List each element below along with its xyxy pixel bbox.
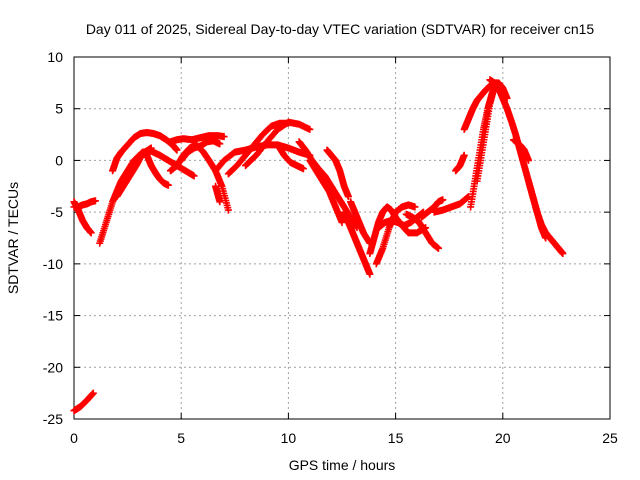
data-series-arc-18 xyxy=(323,146,352,201)
data-series-arc-26 xyxy=(430,193,472,216)
data-series-arc-6 xyxy=(113,144,155,201)
data-series-arc-19 xyxy=(340,208,374,278)
x-tick-label: 0 xyxy=(70,430,78,446)
data-series-arc-7 xyxy=(143,151,172,189)
data-series-arc-33 xyxy=(525,177,550,242)
x-tick-label: 5 xyxy=(177,430,185,446)
y-tick-label: -25 xyxy=(43,411,63,427)
y-tick-label: -5 xyxy=(51,204,64,220)
data-series-arc-11 xyxy=(212,182,224,206)
y-tick-label: 10 xyxy=(47,49,63,65)
y-tick-label: -10 xyxy=(43,256,63,272)
data-series-arc-17 xyxy=(306,156,346,226)
y-tick-label: -15 xyxy=(43,308,63,324)
data-series-arc-32 xyxy=(510,136,533,164)
x-tick-label: 10 xyxy=(281,430,297,446)
data-points xyxy=(70,76,567,415)
grid xyxy=(74,57,610,419)
data-series-arc-22 xyxy=(372,201,419,268)
data-series-arc-30 xyxy=(473,84,498,185)
data-series-arc-1 xyxy=(70,389,97,415)
chart-title: Day 011 of 2025, Sidereal Day-to-day VTE… xyxy=(86,21,595,37)
data-series-arc-20 xyxy=(347,198,374,247)
data-series-arc-25 xyxy=(417,196,447,221)
x-tick-label: 15 xyxy=(388,430,404,446)
x-tick-label: 20 xyxy=(495,430,511,446)
data-series-arc-27 xyxy=(452,151,468,175)
data-series-arc-14 xyxy=(242,118,314,170)
data-series-arc-31 xyxy=(486,76,567,258)
y-tick-label: -20 xyxy=(43,359,63,375)
data-series-arc-10 xyxy=(177,137,224,164)
x-axis-label: GPS time / hours xyxy=(289,457,396,473)
x-tick-label: 25 xyxy=(602,430,618,446)
tick-marks xyxy=(73,56,611,420)
data-series-arc-24 xyxy=(402,210,442,252)
plot-frame xyxy=(73,56,611,420)
data-series-arc-3 xyxy=(70,198,95,237)
y-axis-label: SDTVAR / TECUs xyxy=(5,182,21,294)
y-tick-label: 0 xyxy=(55,152,63,168)
data-series-arc-15 xyxy=(274,141,307,173)
data-series-arc-8 xyxy=(166,132,228,146)
y-tick-label: 5 xyxy=(55,101,63,117)
